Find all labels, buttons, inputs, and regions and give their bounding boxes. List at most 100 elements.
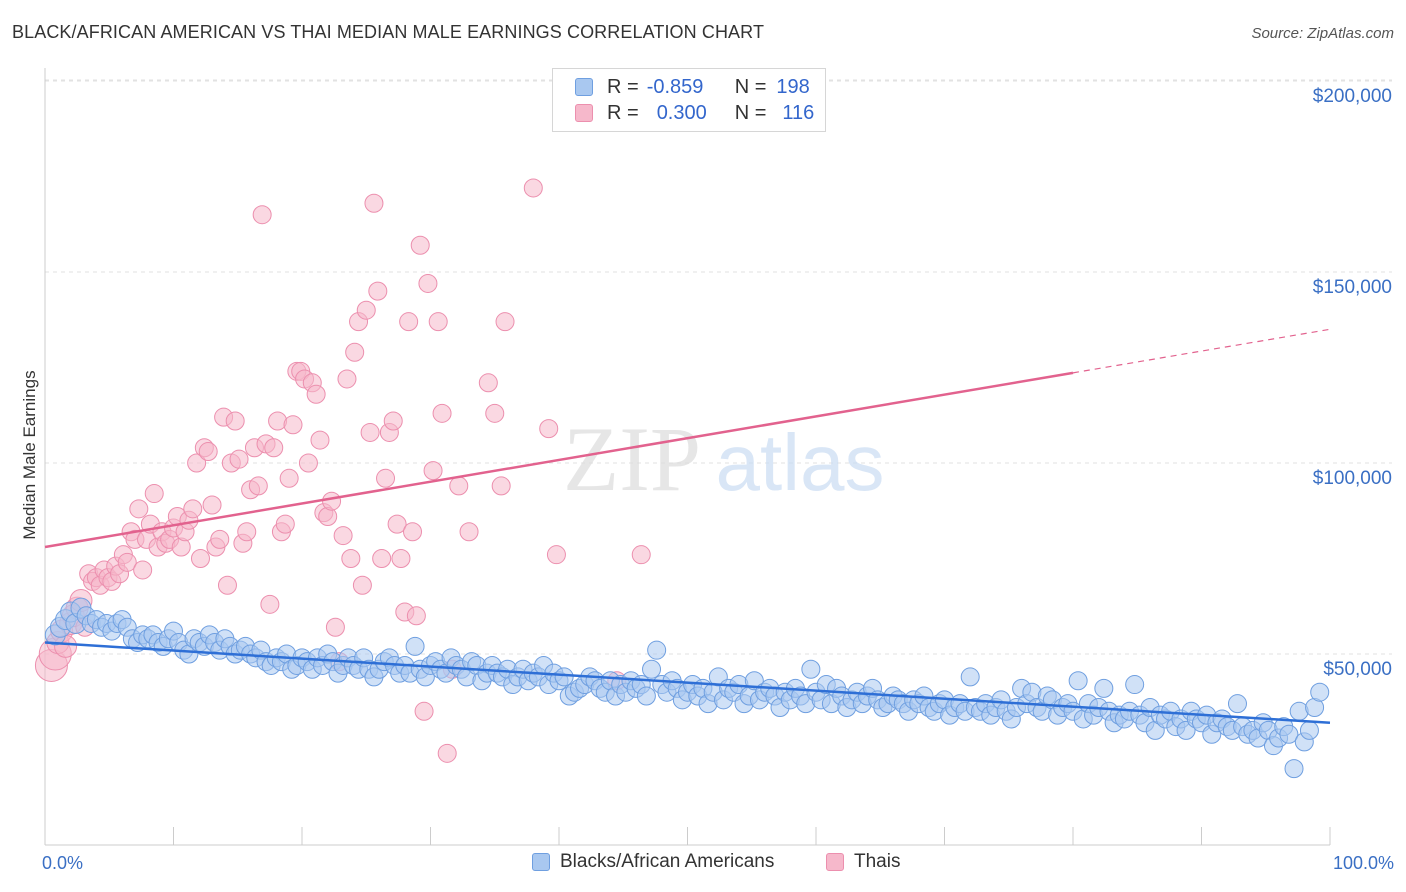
thais-swatch <box>575 104 593 122</box>
legend-item-thais[interactable]: Thais <box>826 851 900 873</box>
n-label: N = <box>734 75 767 98</box>
trend-lines <box>44 328 1331 725</box>
thai-point <box>117 552 137 572</box>
x-tick-label-min: 0.0% <box>42 853 84 873</box>
stats-row-blacks: R = -0.859 N = 198 <box>575 76 810 98</box>
thai-point <box>325 617 345 637</box>
thai-point <box>406 606 426 626</box>
watermark-zip: ZIP <box>563 408 701 510</box>
r-label: R = <box>607 101 639 124</box>
black-point <box>1125 675 1145 695</box>
thai-point <box>306 384 326 404</box>
thai-point <box>414 701 434 721</box>
thai-point <box>432 403 452 423</box>
gridlines <box>45 79 1392 655</box>
thai-point <box>459 522 479 542</box>
n-label: N = <box>734 101 767 124</box>
black-point <box>1068 671 1088 691</box>
y-tick-label-200k: $200,000 <box>1312 86 1392 107</box>
thai-point <box>631 545 651 565</box>
thai-point <box>437 743 457 763</box>
thai-point <box>546 545 566 565</box>
thai-point <box>133 560 153 580</box>
n-value: 198 <box>776 75 810 98</box>
black-point <box>1094 678 1114 698</box>
black-point <box>1227 694 1247 714</box>
thai-point <box>399 312 419 332</box>
thai-point <box>356 300 376 320</box>
thai-point <box>352 575 372 595</box>
thai-point <box>260 594 280 614</box>
black-point <box>1284 759 1304 779</box>
thai-point <box>237 522 257 542</box>
x-tick-label-max: 100.0% <box>1332 853 1394 873</box>
stats-row-thais: R = 0.300 N = 116 <box>575 102 814 124</box>
chart-title: BLACK/AFRICAN AMERICAN VS THAI MEDIAN MA… <box>12 22 765 42</box>
thai-point <box>217 575 237 595</box>
thai-point <box>491 476 511 496</box>
thai-point <box>341 549 361 568</box>
thai-point <box>418 273 438 293</box>
black-point <box>636 686 656 706</box>
black-point <box>647 640 667 660</box>
thais-trend-extension <box>1072 328 1331 374</box>
thais-legend-swatch <box>826 853 844 871</box>
thai-point <box>248 476 268 496</box>
y-tick-label-50k: $50,000 <box>1323 659 1392 680</box>
black-point <box>1310 682 1330 702</box>
legend-label-blacks: Blacks/African Americans <box>560 851 775 872</box>
thai-point <box>495 312 515 332</box>
watermark-atlas: atlas <box>716 418 885 507</box>
thai-point <box>539 419 559 439</box>
black-point <box>960 667 980 687</box>
black-point <box>554 667 574 687</box>
thai-point <box>376 468 396 488</box>
y-tick-label-100k: $100,000 <box>1312 468 1392 489</box>
thai-point <box>202 495 222 515</box>
r-value: 0.300 <box>656 101 707 124</box>
thai-point <box>275 514 295 534</box>
thai-point <box>283 415 303 435</box>
thai-point <box>428 312 448 332</box>
thai-point <box>198 442 218 462</box>
thai-point <box>368 281 388 301</box>
blacks-legend-swatch <box>532 853 550 871</box>
thai-point <box>144 484 164 504</box>
thai-point <box>449 476 469 496</box>
thai-point <box>410 235 430 255</box>
thai-point <box>372 549 392 568</box>
legend-item-blacks[interactable]: Blacks/African Americans <box>532 851 774 873</box>
black-point <box>642 659 662 679</box>
r-label: R = <box>607 75 639 98</box>
blacks-trend-line <box>44 641 1331 725</box>
r-value: -0.859 <box>646 75 704 98</box>
thai-point <box>403 522 423 542</box>
thai-point <box>523 178 543 198</box>
thai-point <box>279 468 299 488</box>
thai-point <box>187 453 207 473</box>
axes <box>44 68 1331 846</box>
watermark: ZIP atlas <box>563 408 884 510</box>
thai-point <box>264 438 284 458</box>
thais-trend-line <box>44 371 1074 549</box>
thai-point <box>345 342 365 362</box>
black-point <box>801 659 821 679</box>
blacks-swatch <box>575 78 593 96</box>
thai-point <box>210 529 230 549</box>
thai-point <box>478 373 498 393</box>
thai-point <box>225 411 245 431</box>
blacks-points <box>44 597 1330 779</box>
n-value: 116 <box>782 101 815 124</box>
thai-point <box>423 461 443 481</box>
thai-point <box>183 499 203 519</box>
legend-label-thais: Thais <box>854 851 901 872</box>
thai-point <box>129 499 149 519</box>
thai-point <box>298 453 318 473</box>
stats-legend: R = -0.859 N = 198 R = 0.300 N = 116 <box>552 68 826 132</box>
thai-point <box>310 430 330 450</box>
thai-point <box>364 193 384 213</box>
source-credit: Source: ZipAtlas.com <box>1251 25 1394 42</box>
black-point <box>1279 724 1299 744</box>
thai-point <box>391 549 411 568</box>
